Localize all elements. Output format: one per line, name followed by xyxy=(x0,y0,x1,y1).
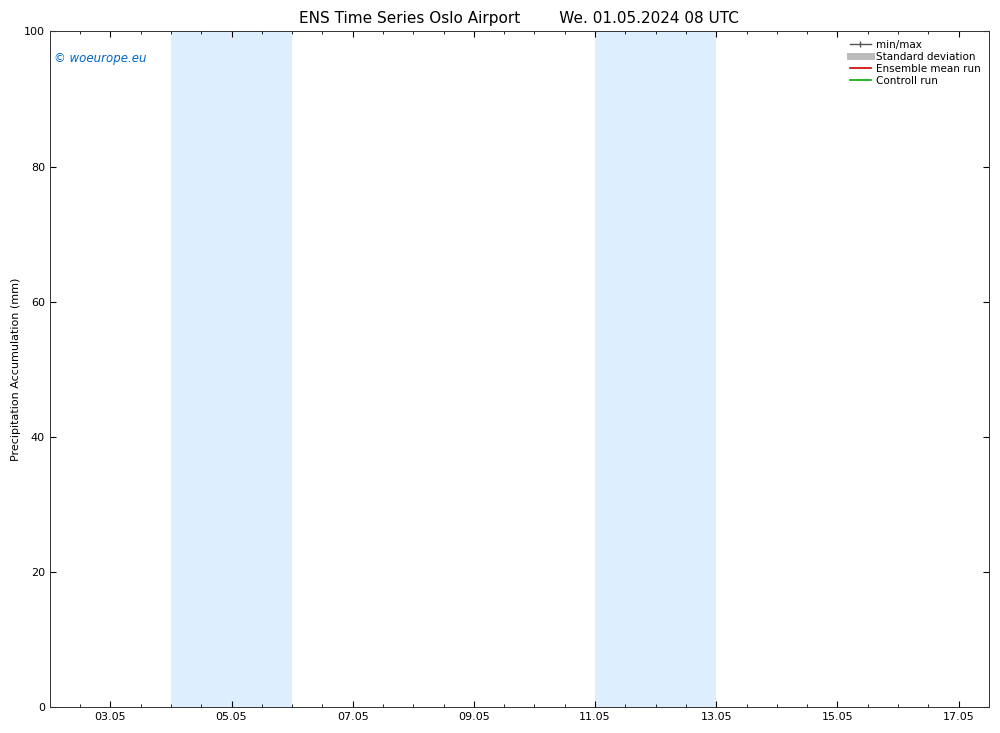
Title: ENS Time Series Oslo Airport        We. 01.05.2024 08 UTC: ENS Time Series Oslo Airport We. 01.05.2… xyxy=(299,11,739,26)
Legend: min/max, Standard deviation, Ensemble mean run, Controll run: min/max, Standard deviation, Ensemble me… xyxy=(847,37,984,89)
Y-axis label: Precipitation Accumulation (mm): Precipitation Accumulation (mm) xyxy=(11,278,21,461)
Bar xyxy=(595,32,716,707)
Bar xyxy=(171,32,292,707)
Text: © woeurope.eu: © woeurope.eu xyxy=(54,52,147,65)
